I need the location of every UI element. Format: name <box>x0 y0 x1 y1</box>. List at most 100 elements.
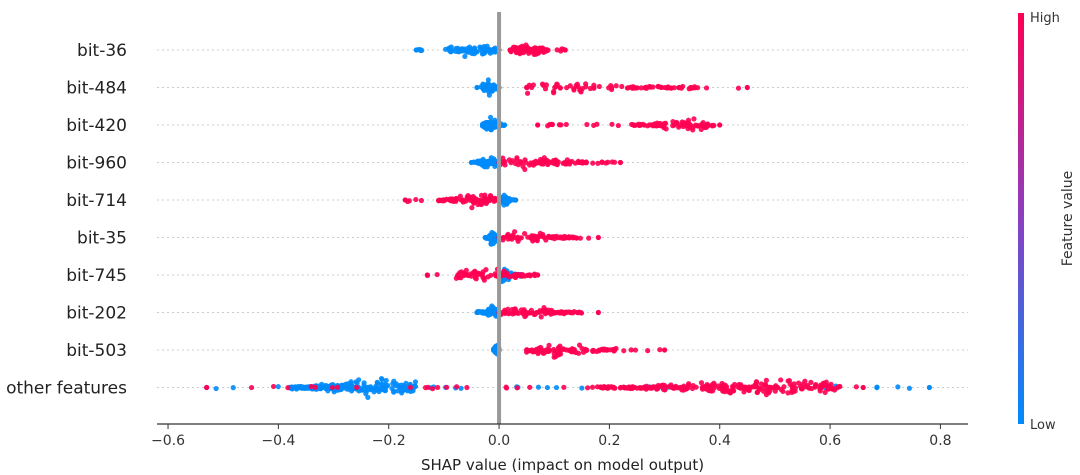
shap-point <box>462 53 468 60</box>
shap-point <box>687 122 693 128</box>
shap-point <box>413 47 419 53</box>
shap-points <box>204 42 932 400</box>
shap-point <box>524 90 531 96</box>
shap-point <box>604 346 610 353</box>
shap-point <box>480 47 486 53</box>
shap-point <box>578 309 584 316</box>
shap-point <box>638 122 644 128</box>
shap-point <box>400 387 406 393</box>
shap-point <box>561 384 567 390</box>
shap-point <box>563 121 569 128</box>
shap-point <box>731 381 738 388</box>
shap-point <box>537 230 543 236</box>
shap-point <box>573 349 579 356</box>
shap-point <box>544 48 550 54</box>
shap-point <box>551 354 557 360</box>
shap-point <box>492 159 498 166</box>
shap-point <box>831 387 838 393</box>
shap-point <box>586 235 592 241</box>
shap-point <box>549 234 555 240</box>
shap-point <box>354 384 360 391</box>
shap-point <box>760 385 766 391</box>
shap-point <box>464 272 470 278</box>
shap-point <box>661 347 668 353</box>
shap-point <box>485 77 491 83</box>
shap-point <box>744 84 750 91</box>
shap-point <box>644 123 651 129</box>
shap-point <box>514 385 520 391</box>
shap-point <box>369 386 375 392</box>
shap-point <box>536 349 542 355</box>
feature-labels: bit-36 bit-484 bit-420 bit-960 bit-714 bit-35… <box>6 41 127 399</box>
shap-point <box>620 384 627 390</box>
shap-point <box>501 122 508 128</box>
feature-label: bit-36 <box>77 41 127 61</box>
shap-point <box>434 271 440 278</box>
shap-point <box>515 46 521 52</box>
shap-point <box>537 160 543 166</box>
shap-point <box>510 311 516 317</box>
shap-point <box>503 196 509 203</box>
shap-point <box>608 83 614 89</box>
shap-point <box>507 235 513 241</box>
shap-point <box>643 384 650 391</box>
shap-point <box>490 121 496 127</box>
shap-point <box>312 384 318 390</box>
shap-point <box>422 385 429 391</box>
shap-point <box>517 235 523 241</box>
shap-point <box>424 272 430 278</box>
shap-point <box>725 389 732 395</box>
shap-point <box>595 160 601 166</box>
shap-point <box>522 230 528 237</box>
shap-point <box>531 160 537 166</box>
shap-point <box>735 384 741 390</box>
shap-point <box>349 386 355 392</box>
shap-point <box>526 162 533 168</box>
shap-point <box>513 197 519 203</box>
shap-point <box>391 389 397 395</box>
shap-point <box>374 379 380 385</box>
shap-point <box>275 384 281 390</box>
shap-point <box>567 83 573 89</box>
shap-point <box>483 267 489 273</box>
shap-point <box>560 234 566 241</box>
shap-point <box>599 346 605 352</box>
colorbar: High Low Feature value <box>1018 11 1076 433</box>
shap-point <box>522 157 528 163</box>
shap-point <box>605 159 611 165</box>
shap-point <box>449 197 456 203</box>
shap-point <box>590 347 596 353</box>
feature-label: bit-714 <box>66 191 127 211</box>
shap-point <box>503 384 509 390</box>
shap-point <box>402 197 408 203</box>
shap-point <box>552 310 558 316</box>
shap-point <box>551 88 557 95</box>
shap-point <box>390 381 396 387</box>
shap-point <box>550 346 557 353</box>
shap-point <box>629 121 635 128</box>
shap-point <box>781 384 787 390</box>
shap-point <box>698 380 705 386</box>
shap-point <box>507 47 513 53</box>
shap-point <box>763 377 769 383</box>
shap-point <box>365 384 371 390</box>
feature-label: bit-484 <box>66 79 127 99</box>
shap-point <box>853 384 859 390</box>
shap-point <box>553 384 560 391</box>
shap-point <box>595 309 601 316</box>
shap-point <box>681 383 687 389</box>
shap-point <box>709 123 716 129</box>
shap-point <box>722 384 728 391</box>
shap-point <box>460 198 466 204</box>
shap-point <box>583 84 589 90</box>
shap-point <box>299 385 305 391</box>
shap-point <box>522 273 528 279</box>
shap-point <box>353 379 359 385</box>
shap-point <box>334 384 341 390</box>
shap-point <box>628 347 634 353</box>
shap-point <box>525 234 531 240</box>
shap-point <box>610 384 617 390</box>
shap-point <box>503 272 509 278</box>
shap-point <box>379 377 385 383</box>
shap-point <box>741 389 747 395</box>
